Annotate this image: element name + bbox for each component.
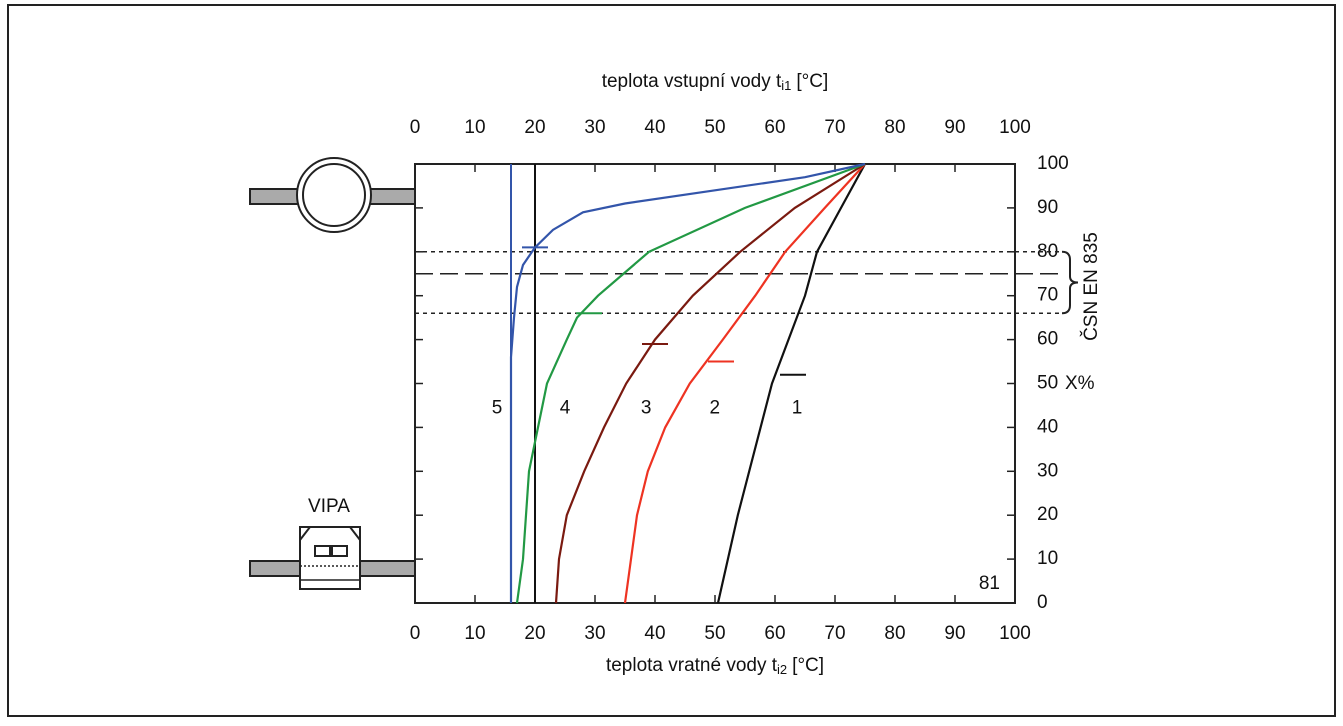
x-axis-title: teplota vratné vody ti2 [°C] — [606, 655, 824, 677]
y-tick-label: 10 — [1037, 548, 1058, 569]
frame — [7, 4, 1336, 717]
x-tick-label: 90 — [944, 623, 965, 644]
y-tick-label: 40 — [1037, 416, 1058, 437]
x2-tick-label: 90 — [944, 117, 965, 138]
line-series — [554, 163, 866, 604]
x-tick-label: 80 — [884, 623, 905, 644]
series-label: 5 — [492, 398, 503, 419]
axis-title-text: teplota vstupní vody t — [602, 71, 782, 92]
x2-tick-label: 50 — [704, 117, 725, 138]
x2-tick-label: 60 — [764, 117, 785, 138]
y-tick-label: 60 — [1037, 329, 1058, 350]
plot-frame — [414, 163, 1016, 604]
x2-tick-label: 20 — [524, 117, 545, 138]
x2-axis-title: teplota vstupní vody ti1 [°C] — [602, 71, 829, 93]
axis-title-unit: [°C] — [796, 71, 828, 92]
x2-tick-label: 0 — [410, 117, 421, 138]
x2-tick-label: 30 — [584, 117, 605, 138]
axis-title-text: teplota vratné vody t — [606, 655, 778, 676]
x2-tick-label: 10 — [464, 117, 485, 138]
axis-title-sub: i1 — [781, 78, 791, 93]
y-axis-title: X% — [1065, 373, 1095, 394]
line-series — [716, 163, 866, 604]
y-tick-label: 50 — [1037, 373, 1058, 394]
x-tick-label: 70 — [824, 623, 845, 644]
x2-tick-label: 100 — [999, 117, 1031, 138]
y-tick-label: 90 — [1037, 197, 1058, 218]
x-tick-label: 20 — [524, 623, 545, 644]
axis-title-sub: i2 — [777, 662, 787, 677]
y-tick-label: 0 — [1037, 592, 1048, 613]
series-label: 3 — [641, 398, 652, 419]
series-label: 4 — [560, 398, 571, 419]
x-tick-label: 50 — [704, 623, 725, 644]
brace — [1061, 250, 1079, 315]
pipe-icon — [249, 157, 416, 233]
figure-number: 81 — [979, 573, 1000, 594]
x2-tick-label: 80 — [884, 117, 905, 138]
line-series — [623, 163, 866, 604]
x2-tick-label: 40 — [644, 117, 665, 138]
series-label: 1 — [792, 398, 803, 419]
x-tick-label: 30 — [584, 623, 605, 644]
y-tick-label: 100 — [1037, 153, 1069, 174]
line-series — [515, 162, 866, 604]
x-tick-label: 10 — [464, 623, 485, 644]
x-tick-label: 40 — [644, 623, 665, 644]
line-series — [509, 162, 866, 603]
device-label: VIPA — [308, 496, 350, 517]
annotation: ČSN EN 835 — [1080, 232, 1102, 341]
x2-tick-label: 70 — [824, 117, 845, 138]
vipa-icon — [249, 526, 416, 590]
x-tick-label: 60 — [764, 623, 785, 644]
x-tick-label: 0 — [410, 623, 421, 644]
y-tick-label: 20 — [1037, 504, 1058, 525]
series-label: 2 — [710, 398, 721, 419]
axis-title-unit: [°C] — [792, 655, 824, 676]
x-tick-label: 100 — [999, 623, 1031, 644]
y-tick-label: 30 — [1037, 460, 1058, 481]
y-tick-label: 70 — [1037, 285, 1058, 306]
